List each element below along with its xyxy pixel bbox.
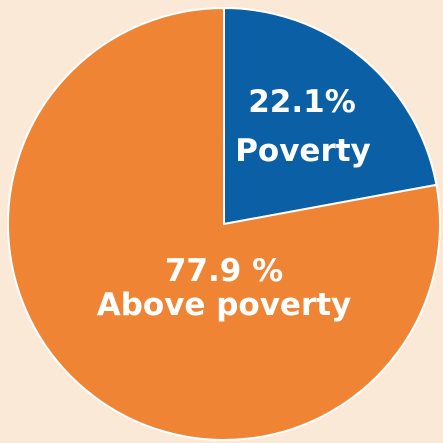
pie-slice-poverty bbox=[223, 6, 438, 226]
pie-slice-above-poverty bbox=[6, 6, 441, 441]
above-poverty-name-label: Above poverty bbox=[97, 287, 352, 323]
poverty-value-label: 22.1% bbox=[248, 84, 356, 120]
poverty-name-label: Poverty bbox=[235, 133, 371, 169]
pie-slices bbox=[6, 6, 441, 441]
above-poverty-value-label: 77.9 % bbox=[165, 253, 283, 289]
